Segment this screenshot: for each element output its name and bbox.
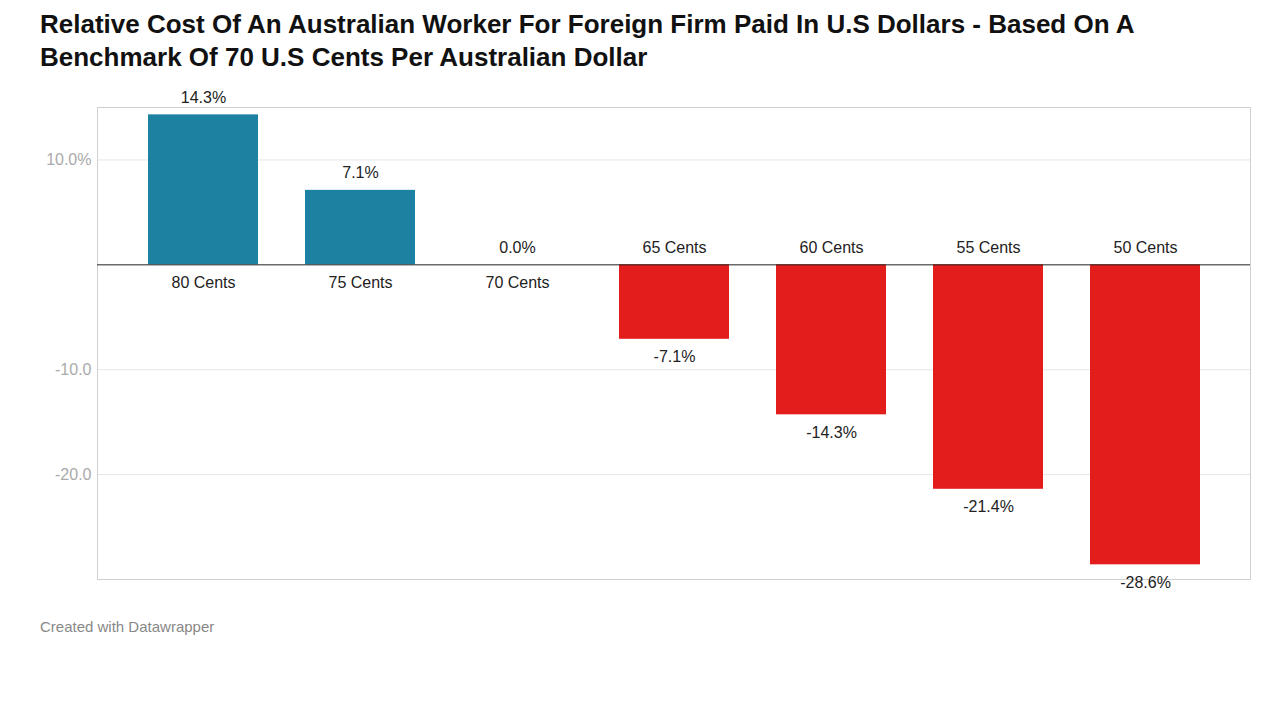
svg-text:-20.0: -20.0 [55, 466, 92, 483]
svg-text:50 Cents: 50 Cents [1113, 239, 1177, 256]
svg-text:-21.4%: -21.4% [963, 498, 1014, 515]
svg-text:65 Cents: 65 Cents [642, 239, 706, 256]
html-text:Created with Datawrapper: Created with Datawrapper [40, 618, 215, 635]
svg-text:55 Cents: 55 Cents [956, 239, 1020, 256]
svg-text:80 Cents: 80 Cents [171, 274, 235, 291]
svg-text:-14.3%: -14.3% [806, 424, 857, 441]
svg-text:14.3%: 14.3% [181, 89, 226, 106]
svg-text:0.0%: 0.0% [499, 239, 535, 256]
svg-text:60 Cents: 60 Cents [799, 239, 863, 256]
svg-text:-28.6%: -28.6% [1120, 574, 1171, 591]
html-text:Relative Cost Of An Australian: Relative Cost Of An Australian Worker Fo… [40, 9, 1134, 72]
svg-text:-7.1%: -7.1% [654, 348, 696, 365]
svg-text:70 Cents: 70 Cents [485, 274, 549, 291]
svg-text:-10.0: -10.0 [55, 361, 92, 378]
svg-text:7.1%: 7.1% [342, 164, 378, 181]
svg-text:75 Cents: 75 Cents [328, 274, 392, 291]
svg-text:10.0%: 10.0% [46, 151, 91, 168]
